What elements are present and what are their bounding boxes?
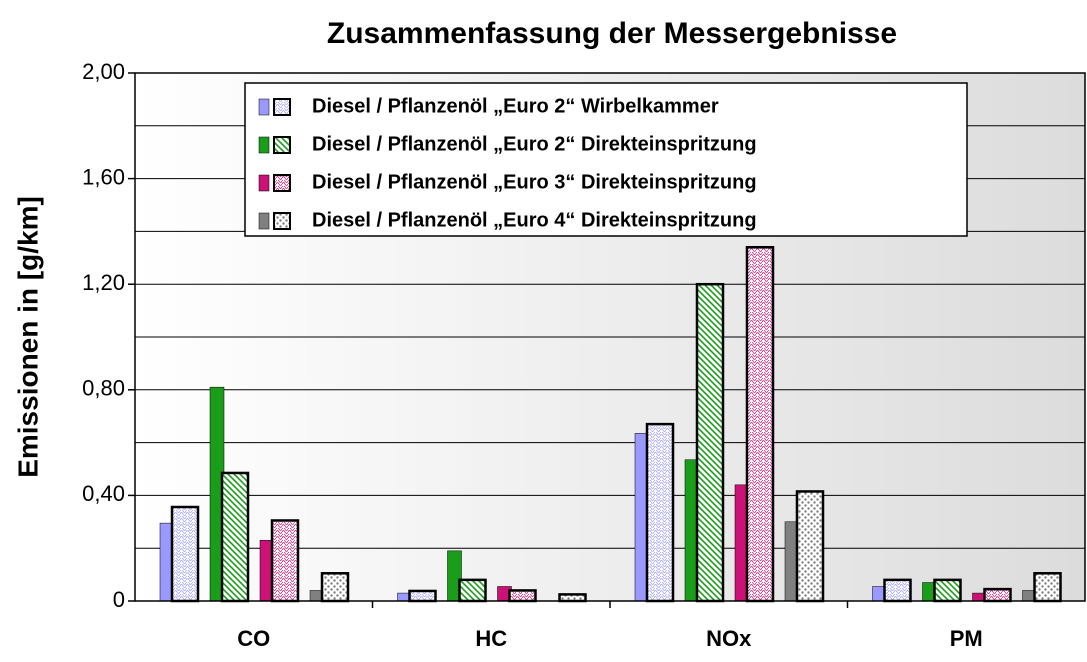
legend-label: Diesel / Pflanzenöl „Euro 3“ Direkteinsp… — [312, 171, 757, 193]
legend-box — [244, 82, 968, 237]
x-tick-label: NOx — [706, 626, 752, 651]
legend-label: Diesel / Pflanzenöl „Euro 2“ Wirbelkamme… — [312, 95, 719, 117]
y-tick-label: 1,20 — [82, 270, 125, 295]
bar — [558, 593, 587, 603]
bar — [408, 589, 437, 603]
y-axis-label: Emissionen in [g/km] — [12, 196, 43, 478]
bar — [695, 282, 725, 603]
bar — [745, 245, 775, 603]
legend-swatch — [258, 136, 270, 154]
legend-swatch — [273, 98, 291, 116]
bar — [883, 578, 912, 603]
legend-swatch — [258, 212, 270, 230]
y-tick-label: 1,60 — [82, 164, 125, 189]
y-tick-label: 0,80 — [82, 376, 125, 401]
bar — [270, 519, 300, 603]
bar — [170, 505, 200, 603]
legend-swatch — [258, 174, 270, 192]
y-tick-label: 0 — [113, 587, 125, 612]
x-tick-label: CO — [237, 626, 270, 651]
bar — [1033, 572, 1062, 603]
bar — [458, 578, 487, 603]
bar — [220, 471, 250, 603]
legend-swatch — [258, 98, 270, 116]
bar — [645, 422, 675, 603]
y-tick-label: 0,40 — [82, 481, 125, 506]
legend-label: Diesel / Pflanzenöl „Euro 4“ Direkteinsp… — [312, 209, 757, 231]
chart-title: Zusammenfassung der Messergebnisse — [327, 17, 897, 50]
bar — [983, 587, 1012, 603]
y-tick-label: 2,00 — [82, 59, 125, 84]
legend-label: Diesel / Pflanzenöl „Euro 2“ Direkteinsp… — [312, 133, 757, 155]
legend-swatch — [273, 174, 291, 192]
bar — [508, 589, 537, 603]
legend-swatch — [273, 212, 291, 230]
x-tick-label: PM — [950, 626, 983, 651]
x-tick-label: HC — [475, 626, 507, 651]
bar — [320, 572, 350, 603]
legend-swatch — [273, 136, 291, 154]
bar — [795, 490, 825, 603]
bar — [933, 578, 962, 603]
